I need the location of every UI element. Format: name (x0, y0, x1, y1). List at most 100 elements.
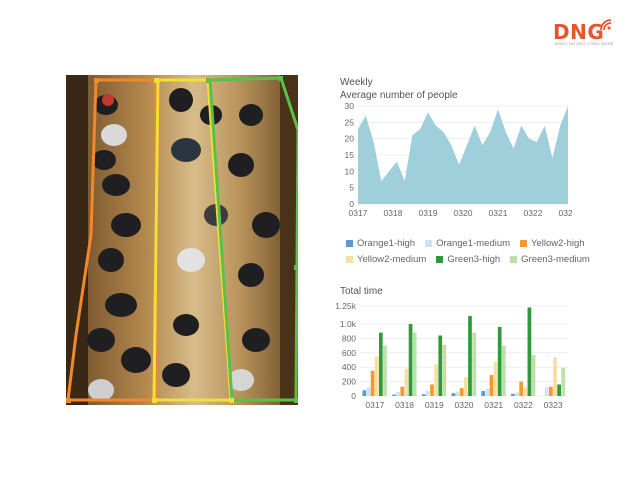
x-tick-label: 0319 (419, 208, 438, 218)
y-tick-label: 25 (345, 117, 355, 127)
red-hat (102, 94, 114, 106)
bar (459, 388, 464, 396)
y-tick-label: 0 (349, 199, 354, 209)
x-tick-label: 0317 (365, 400, 384, 410)
legend-swatch (425, 240, 433, 247)
legend-label: Orange1-high (357, 238, 416, 249)
bar (493, 361, 498, 396)
bar (400, 386, 405, 396)
legend-item: Orange1-medium (425, 238, 510, 249)
bar (366, 387, 371, 396)
y-tick-label: 600 (342, 348, 356, 358)
y-tick-label: 0 (351, 391, 356, 401)
bar (378, 332, 383, 396)
bar (374, 356, 379, 396)
y-tick-label: 30 (345, 101, 355, 111)
bar (472, 332, 476, 396)
bar (404, 368, 409, 396)
legend-label: Orange1-medium (436, 238, 511, 249)
legend-swatch (520, 240, 528, 247)
y-tick-label: 10 (345, 166, 355, 176)
total-time-bar-chart: 0 200 400 600 800 1.0k 1.25k 0317 0318 0319 0320 03… (335, 301, 568, 410)
bar (408, 324, 413, 396)
x-tick-label: 0320 (454, 208, 473, 218)
legend-label: Green3-high (447, 254, 501, 265)
bar (519, 381, 524, 396)
y-tick-label: 800 (342, 333, 356, 343)
x-tick-label: 0321 (484, 400, 503, 410)
right-wall (280, 75, 298, 405)
logo-subtitle: ĐÔNG HƯỚNG CÔNG NGHỆ (555, 41, 614, 46)
bar (489, 375, 494, 396)
bar (501, 345, 506, 396)
crowd (87, 88, 280, 401)
camera-feed-image (66, 75, 298, 405)
bar (383, 345, 387, 396)
y-tick-label: 20 (345, 134, 355, 144)
legend-row: Yellow2-medium Green3-high Green3-medium (346, 254, 590, 265)
bar (557, 384, 561, 396)
legend-swatch (510, 256, 518, 263)
area-series (358, 106, 568, 204)
bar (434, 364, 438, 396)
bar (370, 370, 375, 396)
bar (511, 393, 515, 396)
bar (451, 393, 456, 396)
x-tick-label: 0318 (384, 208, 403, 218)
bar (392, 394, 396, 396)
x-tick-label: 0318 (395, 400, 414, 410)
bar (553, 357, 557, 396)
legend-swatch (436, 256, 444, 263)
bar (497, 326, 502, 396)
bar (481, 390, 486, 396)
weekly-subtitle: Average number of people (340, 90, 458, 101)
bar (438, 335, 443, 396)
bar (442, 344, 447, 396)
y-tick-label: 1.25k (335, 301, 357, 311)
bar (515, 392, 519, 396)
zone-handles (66, 76, 298, 403)
bar (544, 387, 549, 396)
bar (468, 316, 472, 396)
legend-swatch (346, 256, 353, 263)
legend-item: Yellow2-medium (346, 254, 426, 265)
legend-label: Green3-medium (521, 254, 590, 265)
legend-row: Orange1-high Orange1-medium Yellow2-high (346, 238, 585, 249)
legend-item: Yellow2-high (520, 238, 585, 249)
bar (485, 388, 490, 396)
weekly-title: Weekly (340, 77, 373, 88)
bar (549, 386, 553, 396)
dng-logo: DNG ĐÔNG HƯỚNG CÔNG NGHỆ (553, 18, 615, 48)
x-tick-label: 0322 (514, 400, 533, 410)
x-tick-label: 0322 (524, 208, 543, 218)
bar (362, 390, 367, 396)
total-time-title: Total time (340, 286, 383, 297)
weekly-area-chart: 0 5 10 15 20 25 30 0317 0318 0319 0320 0321 0322 0323 (345, 101, 572, 218)
y-tick-label: 400 (342, 362, 356, 372)
legend-item: Orange1-high (346, 238, 415, 249)
y-tick-label: 5 (349, 183, 354, 193)
y-tick-label: 15 (345, 150, 355, 160)
y-tick-label: 1.0k (340, 319, 357, 329)
logo-text: DNG (553, 20, 605, 44)
bar (426, 390, 430, 396)
x-tick-label: 0317 (349, 208, 368, 218)
legend-item: Green3-high (436, 254, 500, 265)
x-tick-label: 0319 (425, 400, 444, 410)
bar (531, 354, 536, 396)
x-tick-label: 0323 (544, 400, 563, 410)
bar (527, 307, 532, 396)
bar (464, 377, 468, 396)
x-tick-label: 0320 (455, 400, 474, 410)
bar (455, 391, 460, 396)
bar (523, 387, 528, 396)
legend-swatch (346, 240, 353, 247)
floor (66, 75, 298, 405)
legend-label: Yellow2-high (531, 238, 585, 249)
bar (396, 391, 401, 396)
chart-legend: Orange1-high Orange1-medium Yellow2-high Ye… (346, 238, 590, 270)
left-wall (66, 75, 88, 405)
y-tick-label: 200 (342, 377, 356, 387)
bar (421, 394, 426, 396)
bar (430, 384, 434, 396)
